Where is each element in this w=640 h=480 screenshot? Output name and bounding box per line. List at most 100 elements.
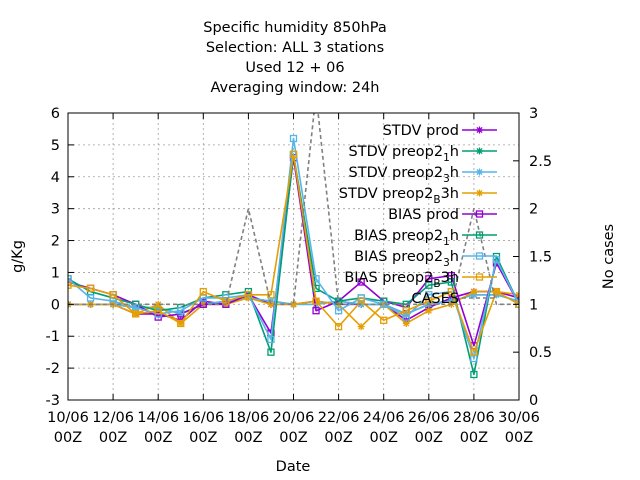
y-tick-label: 0: [51, 297, 60, 313]
legend-entry: STDV preop21h: [349, 144, 497, 164]
legend-entry: BIAS preop21h: [354, 228, 497, 248]
axis-ticks: -3 -2 -1 0 1 2 3 4 5 6 0 0.5 1 1.5 2 2.5 3 10/06 00Z 12/06 0…: [46, 106, 553, 446]
y-axis-label: g/Kg: [10, 240, 26, 273]
x-tick-hour: 00Z: [234, 430, 262, 446]
x-tick-date: 12/06: [92, 410, 134, 426]
x-tick-date: 10/06: [47, 410, 89, 426]
legend-marker: [476, 126, 483, 134]
data-point: [177, 307, 185, 315]
y-tick-label: -3: [46, 393, 60, 409]
data-point: [425, 281, 433, 289]
x-tick-date: 20/06: [273, 410, 315, 426]
x-tick-hour: 00Z: [505, 430, 533, 446]
series-lines: [68, 113, 545, 379]
legend-entry: BIAS preop2B3h: [344, 270, 497, 290]
data-point: [447, 278, 456, 286]
y2-tick-label: 3: [529, 106, 538, 122]
y-tick-label: 3: [51, 202, 60, 218]
y2-axis-label: No cases: [601, 224, 617, 289]
legend-label: BIAS preop23h: [354, 249, 459, 269]
y-tick-label: 5: [51, 138, 60, 154]
data-point: [68, 275, 72, 283]
data-point: [86, 284, 95, 293]
title-line: Selection: ALL 3 stations: [206, 40, 384, 56]
x-tick-date: 16/06: [182, 410, 224, 426]
legend-label: BIAS preop21h: [354, 228, 459, 248]
data-point: [538, 301, 545, 308]
data-point: [289, 134, 298, 143]
y-tick-label: 2: [51, 234, 60, 250]
title-line: Used 12 + 06: [245, 60, 344, 76]
legend-label: STDV preop23h: [349, 165, 459, 185]
series-7: [68, 150, 519, 356]
data-point: [402, 307, 410, 315]
series-line: [68, 153, 519, 376]
data-point: [109, 291, 117, 299]
data-point: [538, 301, 545, 308]
x-axis-label: Date: [276, 459, 311, 475]
x-tick-hour: 00Z: [189, 430, 217, 446]
legend-label: BIAS preop2B3h: [344, 270, 459, 290]
legend-entry: STDV preop23h: [349, 165, 497, 185]
data-point: [131, 310, 140, 318]
series-line: [68, 137, 519, 360]
x-tick-hour: 00Z: [370, 430, 398, 446]
legend-entry: STDV prod: [383, 123, 497, 139]
data-point: [177, 319, 185, 328]
legend-entry: STDV preop2B3h: [339, 186, 497, 206]
y-tick-label: -2: [46, 361, 60, 377]
data-point: [492, 287, 501, 296]
data-point: [470, 370, 478, 379]
x-tick-hour: 00Z: [324, 430, 352, 446]
series-line: [68, 153, 519, 353]
x-tick-date: 30/06: [498, 410, 540, 426]
data-point: [312, 297, 320, 305]
data-point: [68, 281, 72, 289]
legend-label: STDV prod: [383, 123, 459, 139]
legend-label: STDV preop21h: [349, 144, 459, 164]
data-point: [267, 348, 275, 356]
data-point: [86, 294, 95, 302]
series-line: [68, 156, 519, 347]
y-tick-label: -1: [46, 329, 60, 345]
legend-marker: [476, 189, 483, 197]
data-point: [334, 307, 343, 315]
data-point: [154, 307, 162, 315]
legend-marker: [475, 273, 484, 281]
data-point: [357, 278, 365, 286]
legend-label: STDV preop2B3h: [339, 186, 459, 206]
data-point: [539, 301, 545, 307]
data-point: [267, 300, 275, 308]
x-tick-hour: 00Z: [54, 430, 82, 446]
data-point: [312, 284, 320, 293]
data-point: [312, 307, 320, 315]
title-line: Specific humidity 850hPa: [203, 20, 387, 36]
data-point: [289, 150, 298, 159]
data-point: [199, 287, 207, 296]
x-tick-date: 28/06: [453, 410, 495, 426]
x-tick-hour: 00Z: [279, 430, 307, 446]
y2-tick-label: 0: [529, 393, 538, 409]
series-4: [68, 153, 519, 350]
title-line: Averaging window: 24h: [210, 80, 379, 96]
y-tick-label: 4: [51, 170, 60, 186]
data-point: [267, 335, 275, 344]
data-point: [290, 300, 297, 308]
data-point: [539, 301, 545, 307]
data-point: [357, 323, 365, 331]
x-tick-hour: 00Z: [144, 430, 172, 446]
x-tick-date: 26/06: [408, 410, 450, 426]
y2-tick-label: 1: [529, 297, 538, 313]
chart-title: Specific humidity 850hPa Selection: ALL 3…: [203, 20, 387, 96]
data-point: [380, 316, 388, 324]
data-point: [402, 319, 410, 327]
data-point: [538, 301, 545, 308]
y2-tick-label: 2: [529, 202, 538, 218]
legend-label: CASES: [411, 291, 459, 307]
data-point: [244, 291, 253, 299]
x-tick-date: 22/06: [318, 410, 360, 426]
data-point: [334, 323, 343, 331]
